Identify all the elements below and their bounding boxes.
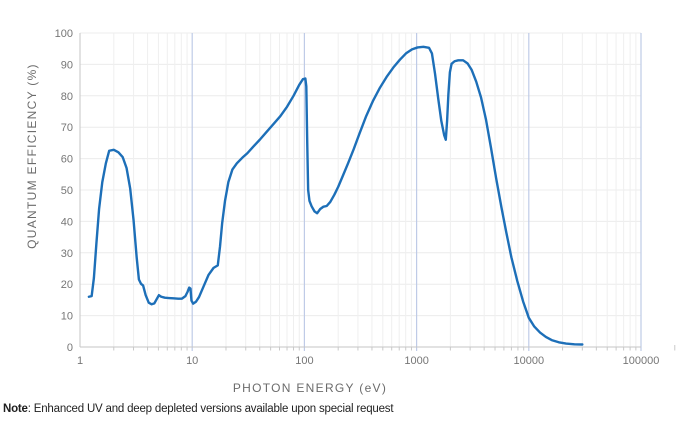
footnote-label: Note [3, 403, 28, 415]
footnote: Note: Enhanced UV and deep depleted vers… [3, 403, 394, 415]
y-tick-label: 60 [61, 154, 73, 166]
y-tick-label: 100 [55, 28, 73, 40]
x-tick-label: 10 [186, 355, 198, 367]
y-tick-label: 0 [67, 342, 73, 354]
y-tick-label: 90 [61, 59, 73, 71]
x-tick-label: 100000 [623, 355, 660, 367]
y-axis-title: QUANTUM EFFICIENCY (%) [25, 63, 39, 249]
x-axis-title: PHOTON ENERGY (eV) [232, 381, 388, 395]
footnote-text: : Enhanced UV and deep depleted versions… [27, 403, 394, 415]
y-tick-label: 70 [61, 122, 73, 134]
y-tick-label: 50 [61, 185, 73, 197]
x-tick-label: 100 [295, 355, 313, 367]
qe-curve [87, 45, 584, 346]
y-tick-label: 10 [61, 311, 73, 323]
y-tick-label: 30 [61, 248, 73, 260]
y-tick-label: 80 [61, 91, 73, 103]
x-tick-label: 1000 [404, 355, 428, 367]
x-tick-label: 1 [77, 355, 83, 367]
y-tick-label: 40 [61, 216, 73, 228]
y-tick-label: 20 [61, 279, 73, 291]
x-tick-label: 10000 [514, 355, 545, 367]
